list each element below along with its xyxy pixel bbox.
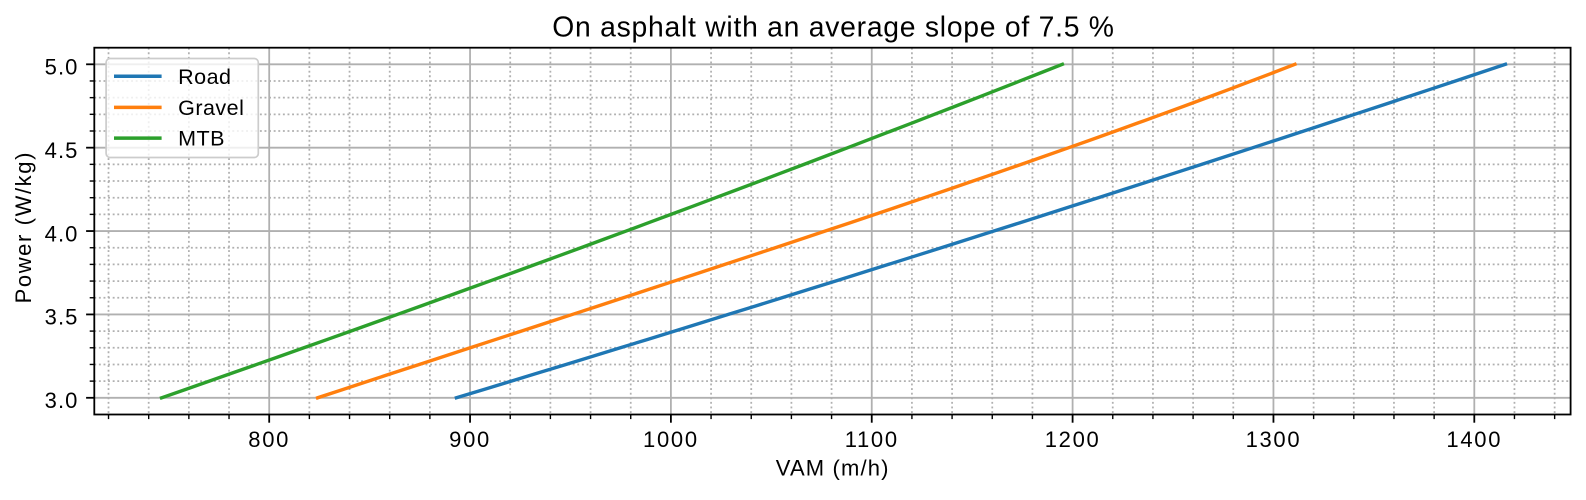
- svg-text:3.0: 3.0: [45, 388, 79, 413]
- svg-text:4.5: 4.5: [45, 138, 79, 163]
- svg-text:MTB: MTB: [178, 127, 225, 151]
- svg-text:Power (W/kg): Power (W/kg): [11, 151, 36, 303]
- svg-text:5.0: 5.0: [45, 55, 79, 80]
- svg-text:1300: 1300: [1246, 427, 1302, 452]
- svg-text:1100: 1100: [845, 427, 899, 452]
- svg-text:VAM (m/h): VAM (m/h): [776, 455, 890, 480]
- svg-text:1400: 1400: [1446, 427, 1502, 452]
- svg-text:Road: Road: [178, 65, 231, 89]
- svg-text:4.0: 4.0: [45, 221, 79, 246]
- svg-text:On asphalt with an average slo: On asphalt with an average slope of 7.5 …: [552, 10, 1114, 42]
- svg-text:1000: 1000: [643, 427, 699, 452]
- svg-text:1200: 1200: [1045, 427, 1101, 452]
- svg-text:800: 800: [248, 427, 290, 452]
- svg-text:3.5: 3.5: [45, 305, 79, 330]
- svg-text:Gravel: Gravel: [178, 96, 244, 120]
- svg-text:900: 900: [449, 427, 491, 452]
